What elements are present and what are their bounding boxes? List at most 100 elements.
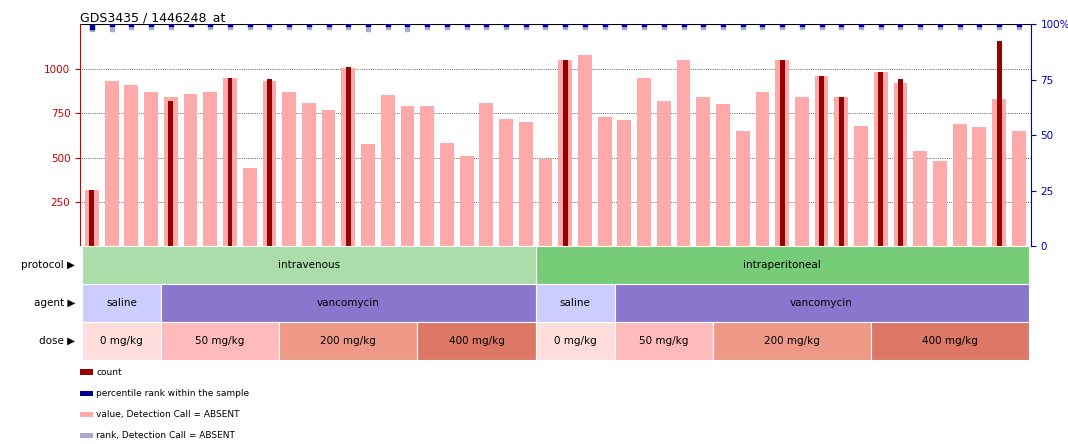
Bar [913,151,927,246]
Point [517,21,534,28]
Point [754,23,771,30]
Text: saline: saline [560,298,591,308]
Point [221,23,238,30]
Point [852,23,869,30]
Point [458,23,475,30]
Bar [716,104,729,246]
Bar [144,92,158,246]
Text: vancomycin: vancomycin [317,298,380,308]
Point [675,23,692,30]
Text: agent ▶: agent ▶ [34,298,76,308]
Bar [815,76,829,246]
Bar [105,81,119,246]
Point [556,21,574,28]
Text: dose ▶: dose ▶ [40,336,76,346]
Point [1010,21,1027,28]
Point [675,21,692,28]
Point [773,23,790,30]
Point [635,21,653,28]
Point [656,21,673,28]
Point [399,25,417,32]
Point [419,23,436,30]
Bar [421,106,434,246]
Bar [894,83,908,246]
Point [458,21,475,28]
Bar [973,127,986,246]
Bar [638,78,651,246]
Point [912,23,929,30]
Point [971,23,988,30]
Point [952,21,969,28]
Point [379,23,396,30]
Point [990,21,1007,28]
Point [300,21,317,28]
Point [182,21,199,28]
Bar [1011,131,1025,246]
Bar [617,120,631,246]
Point [813,21,830,28]
Bar [755,92,769,246]
Point [952,23,969,30]
Bar [267,79,272,246]
Point [300,23,317,30]
Bar [302,103,316,246]
Bar [381,95,395,246]
Text: value, Detection Call = ABSENT: value, Detection Call = ABSENT [96,410,239,419]
Point [635,23,653,30]
Text: GDS3435 / 1446248_at: GDS3435 / 1446248_at [80,12,225,24]
Bar [713,322,870,360]
Point [517,23,534,30]
Point [241,21,258,28]
Point [596,21,613,28]
Point [104,25,121,32]
Point [123,21,140,28]
Point [83,25,100,32]
Point [281,21,298,28]
Bar [418,322,536,360]
Point [734,23,751,30]
Text: vancomycin: vancomycin [790,298,853,308]
Bar [795,97,808,246]
Bar [677,60,690,246]
Bar [169,101,173,246]
Text: 0 mg/kg: 0 mg/kg [100,336,143,346]
Point [320,23,337,30]
Bar [780,60,785,246]
Text: 400 mg/kg: 400 mg/kg [922,336,977,346]
Bar [657,101,671,246]
Bar [696,97,710,246]
Bar [614,322,713,360]
Point [537,21,554,28]
Bar [499,119,513,246]
Text: percentile rank within the sample: percentile rank within the sample [96,389,249,398]
Bar [563,60,568,246]
Point [596,23,613,30]
Bar [346,67,350,246]
Text: rank, Detection Call = ABSENT: rank, Detection Call = ABSENT [96,431,235,440]
Point [694,23,711,30]
Point [990,23,1007,30]
Point [123,23,140,30]
Point [162,23,179,30]
Point [202,21,219,28]
Point [912,21,929,28]
Text: 50 mg/kg: 50 mg/kg [195,336,245,346]
Bar [578,55,592,246]
Bar [480,103,493,246]
Point [773,21,790,28]
Point [399,21,417,28]
Bar [736,131,750,246]
Point [104,21,121,28]
Point [873,21,890,28]
Point [360,25,377,32]
Point [498,21,515,28]
Text: intravenous: intravenous [278,260,340,270]
Bar [203,92,217,246]
Bar [992,99,1006,246]
Point [221,21,238,28]
Point [379,21,396,28]
Bar [874,72,888,246]
Bar [227,78,233,246]
Point [931,23,948,30]
Bar [953,124,967,246]
